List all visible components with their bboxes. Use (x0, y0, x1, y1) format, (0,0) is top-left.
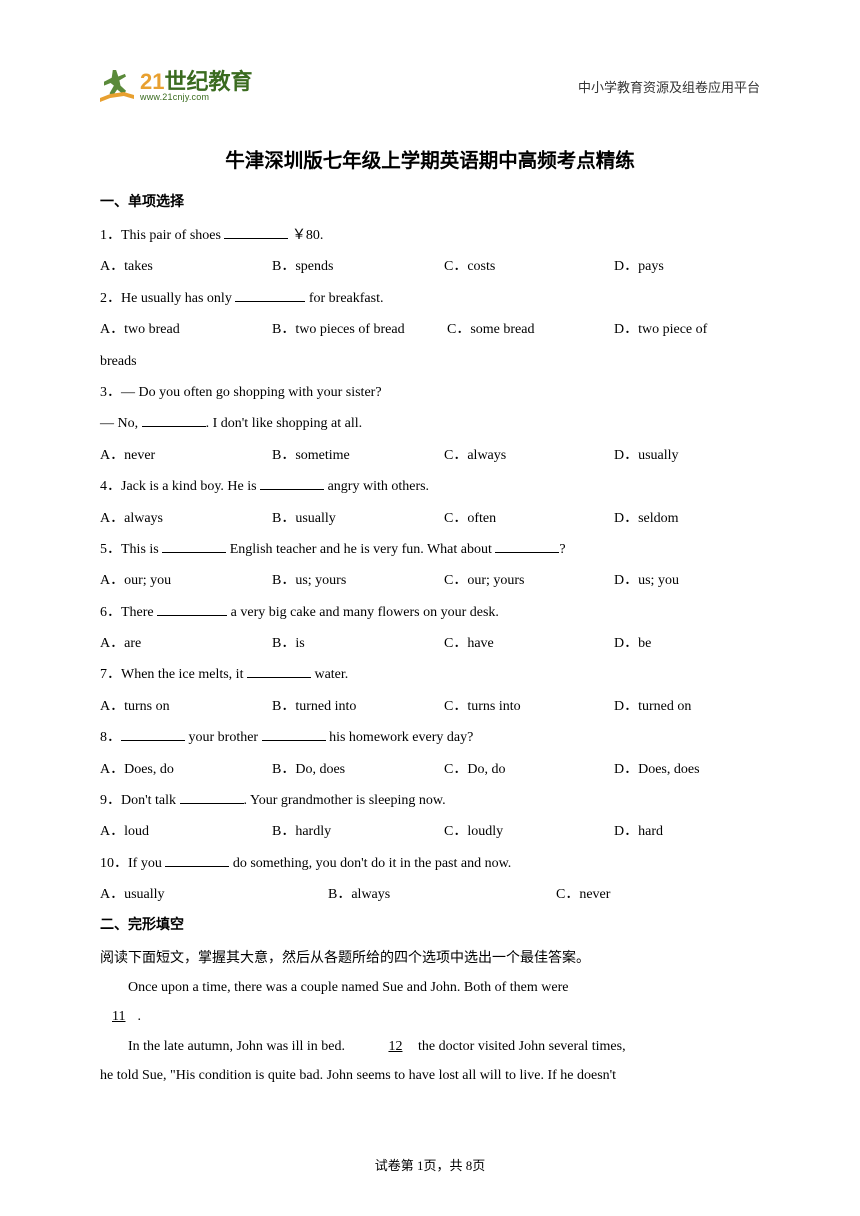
q8-opt-b: B．Do, does (272, 755, 444, 784)
q6-stem: 6．There a very big cake and many flowers… (100, 598, 760, 627)
q1-options: A．takes B．spends C．costs D．pays (100, 252, 760, 281)
q2-trail: breads (100, 347, 760, 376)
q10-stem: 10．If you do something, you don't do it … (100, 849, 760, 878)
q3-opt-c: C．always (444, 441, 614, 470)
q6-opt-d: D．be (614, 629, 651, 658)
q3-opt-b: B．sometime (272, 441, 444, 470)
q4-opt-c: C．often (444, 504, 614, 533)
q10-options: A．usually B．always C．never (100, 880, 760, 909)
q7-options: A．turns on B．turned into C．turns into D．… (100, 692, 760, 721)
q9-opt-a: A．loud (100, 817, 272, 846)
q3-options: A．never B．sometime C．always D．usually (100, 441, 760, 470)
passage-p1b: 11. (100, 1002, 760, 1031)
q10-opt-b: B．always (328, 880, 556, 909)
q5-opt-c: C．our; yours (444, 566, 614, 595)
q10-opt-a: A．usually (100, 880, 328, 909)
q9-opt-d: D．hard (614, 817, 663, 846)
logo-title: 21世纪教育 (140, 71, 253, 93)
q6-opt-c: C．have (444, 629, 614, 658)
passage-p1a: Once upon a time, there was a couple nam… (100, 973, 760, 1002)
page-header: 21世纪教育 www.21cnjy.com 中小学教育资源及组卷应用平台 (100, 68, 760, 104)
section2-heading: 二、完形填空 (100, 914, 760, 934)
q6-opt-b: B．is (272, 629, 444, 658)
section1-heading: 一、单项选择 (100, 191, 760, 211)
q8-stem: 8． your brother his homework every day? (100, 723, 760, 752)
q2-stem: 2．He usually has only for breakfast. (100, 284, 760, 313)
q7-stem: 7．When the ice melts, it water. (100, 660, 760, 689)
passage-p2c: he told Sue, "His condition is quite bad… (100, 1061, 760, 1090)
logo: 21世纪教育 www.21cnjy.com (100, 68, 253, 104)
q1-stem: 1．This pair of shoes ￥80. (100, 221, 760, 250)
header-right-text: 中小学教育资源及组卷应用平台 (578, 77, 760, 96)
q3-opt-d: D．usually (614, 441, 679, 470)
q7-opt-c: C．turns into (444, 692, 614, 721)
q5-opt-a: A．our; you (100, 566, 272, 595)
q5-options: A．our; you B．us; yours C．our; yours D．us… (100, 566, 760, 595)
q4-opt-a: A．always (100, 504, 272, 533)
q9-stem: 9．Don't talk . Your grandmother is sleep… (100, 786, 760, 815)
q4-opt-b: B．usually (272, 504, 444, 533)
q1-opt-d: D．pays (614, 252, 664, 281)
q2-opt-c: C．some bread (447, 315, 614, 344)
q10-opt-c: C．never (556, 880, 610, 909)
q4-stem: 4．Jack is a kind boy. He is angry with o… (100, 472, 760, 501)
q6-opt-a: A．are (100, 629, 272, 658)
q8-opt-a: A．Does, do (100, 755, 272, 784)
q5-opt-d: D．us; you (614, 566, 679, 595)
q2-opt-b: B．two pieces of bread (272, 315, 447, 344)
q9-opt-b: B．hardly (272, 817, 444, 846)
q2-opt-d: D．two piece of (614, 315, 707, 344)
page-footer: 试卷第 1页，共 8页 (0, 1155, 860, 1174)
q3-opt-a: A．never (100, 441, 272, 470)
q4-opt-d: D．seldom (614, 504, 679, 533)
logo-url: www.21cnjy.com (140, 93, 253, 102)
document-title: 牛津深圳版七年级上学期英语期中高频考点精练 (100, 144, 760, 173)
q5-stem: 5．This is English teacher and he is very… (100, 535, 760, 564)
q2-opt-a: A．two bread (100, 315, 272, 344)
q8-opt-c: C．Do, do (444, 755, 614, 784)
q9-options: A．loud B．hardly C．loudly D．hard (100, 817, 760, 846)
q7-opt-a: A．turns on (100, 692, 272, 721)
q1-opt-c: C．costs (444, 252, 614, 281)
q5-opt-b: B．us; yours (272, 566, 444, 595)
q1-opt-b: B．spends (272, 252, 444, 281)
section2-instruction: 阅读下面短文，掌握其大意，然后从各题所给的四个选项中选出一个最佳答案。 (100, 944, 760, 973)
q1-opt-a: A．takes (100, 252, 272, 281)
q7-opt-d: D．turned on (614, 692, 691, 721)
q4-options: A．always B．usually C．often D．seldom (100, 504, 760, 533)
q8-opt-d: D．Does, does (614, 755, 700, 784)
logo-icon (100, 68, 136, 104)
q2-options: A．two bread B．two pieces of bread C．some… (100, 315, 760, 344)
q3-stem2: — No, . I don't like shopping at all. (100, 409, 760, 438)
q9-opt-c: C．loudly (444, 817, 614, 846)
q6-options: A．are B．is C．have D．be (100, 629, 760, 658)
q3-stem1: 3．— Do you often go shopping with your s… (100, 378, 760, 407)
q7-opt-b: B．turned into (272, 692, 444, 721)
q8-options: A．Does, do B．Do, does C．Do, do D．Does, d… (100, 755, 760, 784)
passage-p2a: In the late autumn, John was ill in bed.… (100, 1032, 760, 1061)
